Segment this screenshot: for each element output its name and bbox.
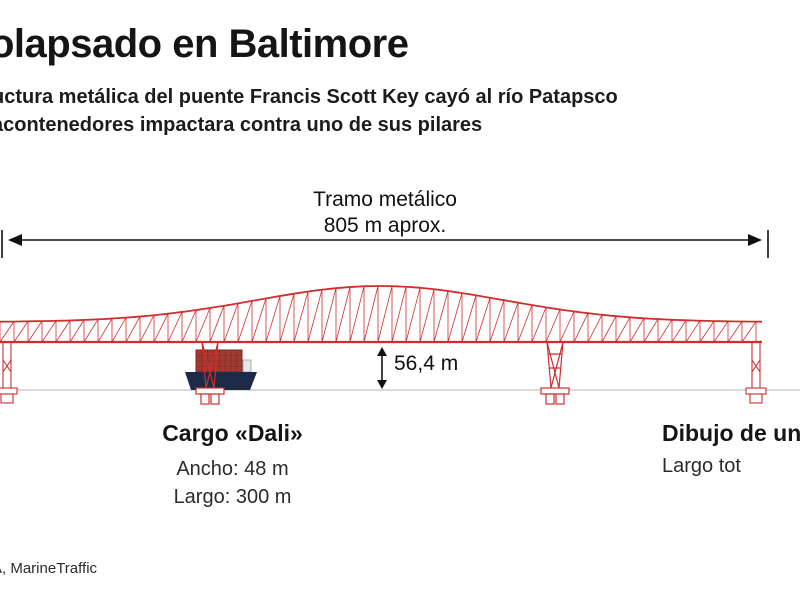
ship-hull [185,372,257,390]
bridge-end-support [751,342,761,388]
pier-base [749,393,763,404]
pier-base [555,393,565,405]
bridge-truss-lattice [0,285,757,343]
bridge-pier-tower [201,341,219,389]
subtitle-line-1: uctura metálica del puente Francis Scott… [0,86,618,108]
span-dimension-label: Tramo metálico [313,188,457,211]
page-title: olapsado en Baltimore [0,22,409,66]
ship-width-label: Ancho: 48 m [176,458,289,480]
source-credit: A, MarineTraffic [0,560,98,577]
pier-footing [745,387,767,395]
ship-length-label: Largo: 300 m [173,486,292,508]
bridge-top-chord [0,285,763,323]
right-caption-line: Largo tot [662,455,741,477]
bridge-end-support [2,342,12,388]
ship-name-label: Cargo «Dali» [162,420,303,446]
bridge-pier-tower [546,341,564,389]
ship-caption-block: Cargo «Dali» Ancho: 48 m Largo: 300 m [115,420,350,511]
right-caption-title: Dibujo de un [662,420,800,446]
height-dimension-value: 56,4 m [394,352,459,375]
pier-base [545,393,555,405]
span-dimension-value: 805 m aprox. [323,214,447,237]
pier-base [210,393,220,405]
arrowhead-down [377,380,387,389]
pier-footing [195,387,225,395]
arrowhead-right [748,234,762,246]
ship-superstructure [242,359,252,373]
pier-base [0,393,14,404]
pier-base [200,393,210,405]
pier-footing [0,387,18,395]
pier-footing [540,387,570,395]
arrowhead-up [377,347,387,356]
right-caption-block: Dibujo de un Largo tot [662,420,800,478]
arrowhead-left [8,234,22,246]
subtitle-line-2: acontenedores impactara contra uno de su… [0,114,483,136]
